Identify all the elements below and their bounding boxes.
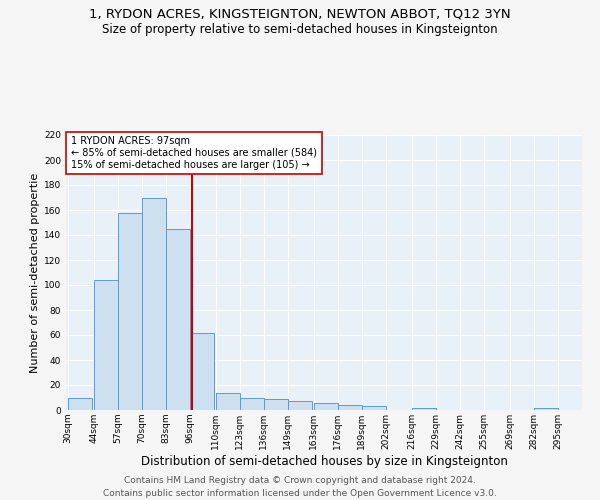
- Bar: [362, 406, 386, 410]
- Bar: [534, 408, 557, 410]
- Bar: [288, 401, 312, 410]
- Bar: [216, 392, 239, 410]
- Bar: [118, 212, 142, 410]
- Bar: [338, 405, 362, 410]
- Bar: [412, 408, 436, 410]
- Text: 1 RYDON ACRES: 97sqm
← 85% of semi-detached houses are smaller (584)
15% of semi: 1 RYDON ACRES: 97sqm ← 85% of semi-detac…: [71, 136, 317, 170]
- Bar: [190, 332, 214, 410]
- Text: Size of property relative to semi-detached houses in Kingsteignton: Size of property relative to semi-detach…: [102, 22, 498, 36]
- Bar: [264, 399, 287, 410]
- Text: 1, RYDON ACRES, KINGSTEIGNTON, NEWTON ABBOT, TQ12 3YN: 1, RYDON ACRES, KINGSTEIGNTON, NEWTON AB…: [89, 8, 511, 20]
- Bar: [240, 398, 263, 410]
- X-axis label: Distribution of semi-detached houses by size in Kingsteignton: Distribution of semi-detached houses by …: [140, 454, 508, 468]
- Text: Contains HM Land Registry data © Crown copyright and database right 2024.
Contai: Contains HM Land Registry data © Crown c…: [103, 476, 497, 498]
- Y-axis label: Number of semi-detached propertie: Number of semi-detached propertie: [30, 172, 40, 372]
- Bar: [68, 398, 92, 410]
- Bar: [94, 280, 118, 410]
- Bar: [166, 229, 190, 410]
- Bar: [142, 198, 166, 410]
- Bar: [314, 402, 338, 410]
